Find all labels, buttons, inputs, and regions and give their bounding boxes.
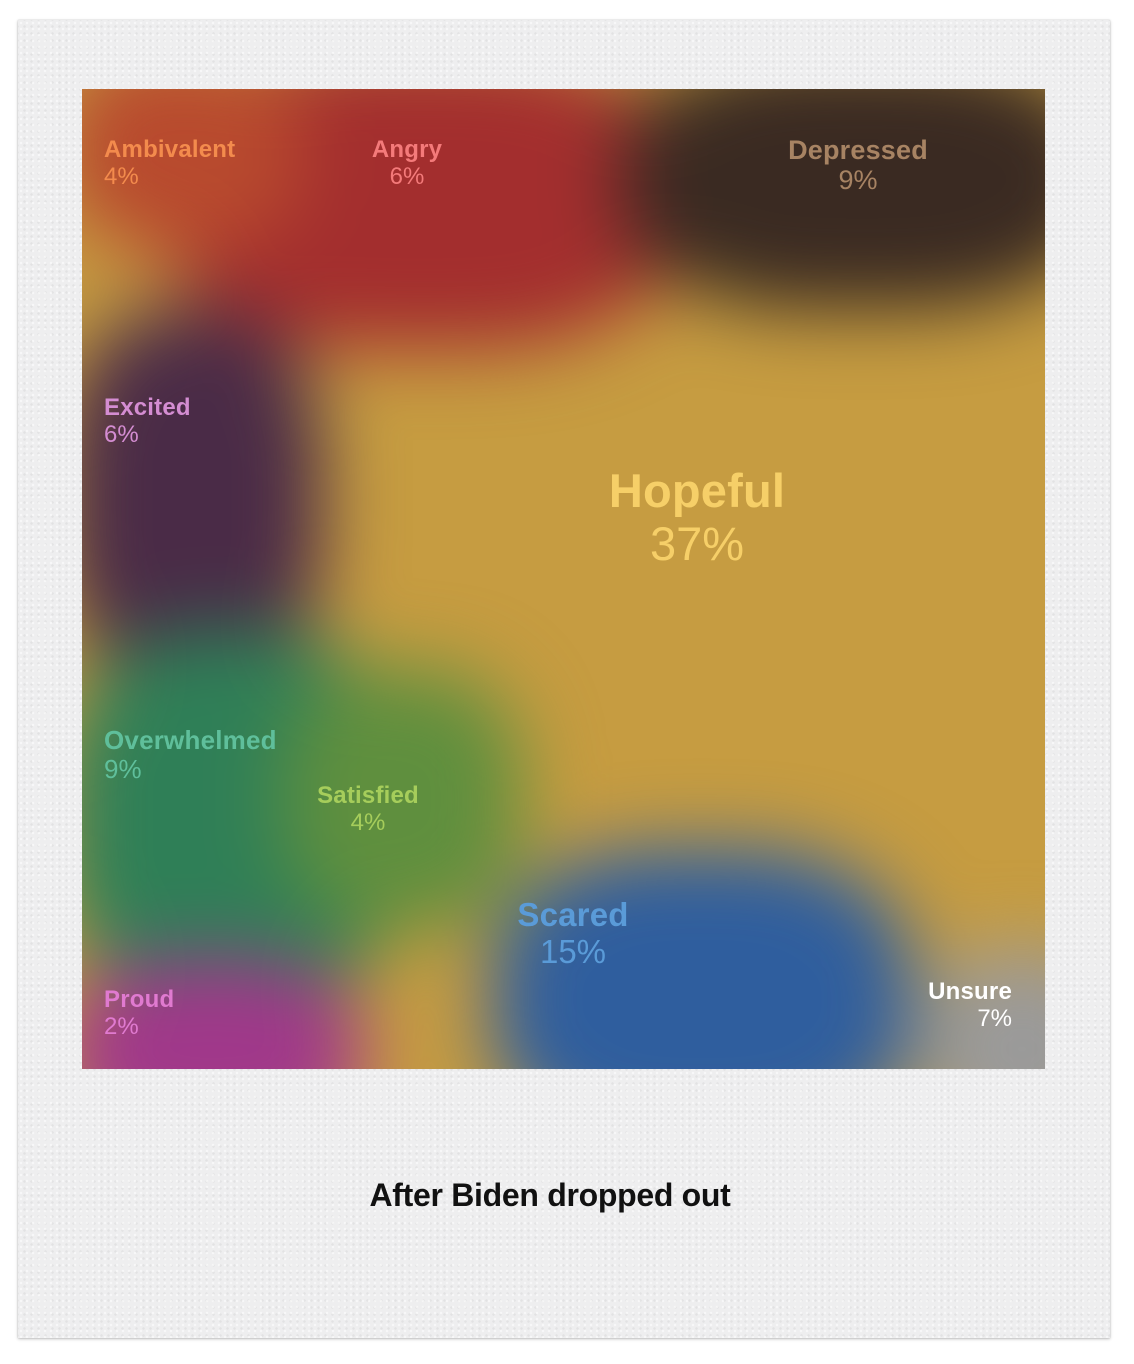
- label-value: 6%: [104, 420, 139, 448]
- color-region-satisfied: [282, 669, 522, 929]
- color-region-excited: [82, 309, 322, 689]
- label-name: Excited: [104, 394, 191, 421]
- label-value: 6%: [389, 162, 425, 190]
- label-name: Scared: [517, 896, 629, 933]
- label-name: Angry: [371, 136, 443, 163]
- label-proud: Proud 2%: [104, 986, 175, 1041]
- label-value: 4%: [350, 808, 386, 836]
- label-unsure: Unsure 7%: [902, 978, 1012, 1033]
- label-value: 7%: [977, 1004, 1012, 1032]
- label-hopeful: Hopeful 37%: [562, 464, 832, 570]
- label-name: Proud: [104, 986, 175, 1013]
- color-blobs: [82, 89, 1045, 1069]
- label-name: Depressed: [788, 135, 928, 165]
- label-name: Overwhelmed: [104, 725, 277, 755]
- label-name: Unsure: [928, 978, 1012, 1005]
- label-value: 37%: [649, 516, 745, 570]
- label-overwhelmed: Overwhelmed 9%: [104, 725, 277, 785]
- label-name: Satisfied: [317, 782, 419, 809]
- label-name: Ambivalent: [104, 136, 236, 163]
- label-angry: Angry 6%: [342, 136, 472, 191]
- label-ambivalent: Ambivalent 4%: [104, 136, 236, 191]
- label-value: 2%: [104, 1012, 139, 1040]
- color-region-depressed: [622, 89, 1045, 309]
- label-depressed: Depressed 9%: [758, 135, 958, 195]
- color-region-scared: [492, 849, 912, 1069]
- label-scared: Scared 15%: [488, 896, 658, 971]
- label-excited: Excited 6%: [104, 394, 191, 449]
- label-value: 9%: [838, 165, 878, 196]
- label-value: 4%: [104, 162, 139, 190]
- color-region-ambivalent: [82, 89, 302, 249]
- color-region-proud: [82, 959, 362, 1069]
- label-name: Hopeful: [608, 464, 786, 517]
- label-satisfied: Satisfied 4%: [298, 782, 438, 837]
- label-value: 9%: [104, 754, 142, 785]
- label-value: 15%: [539, 932, 607, 970]
- emotion-color-field: Ambivalent 4% Angry 6% Depressed 9% Exci…: [82, 89, 1045, 1069]
- chart-caption: After Biden dropped out: [369, 1177, 731, 1213]
